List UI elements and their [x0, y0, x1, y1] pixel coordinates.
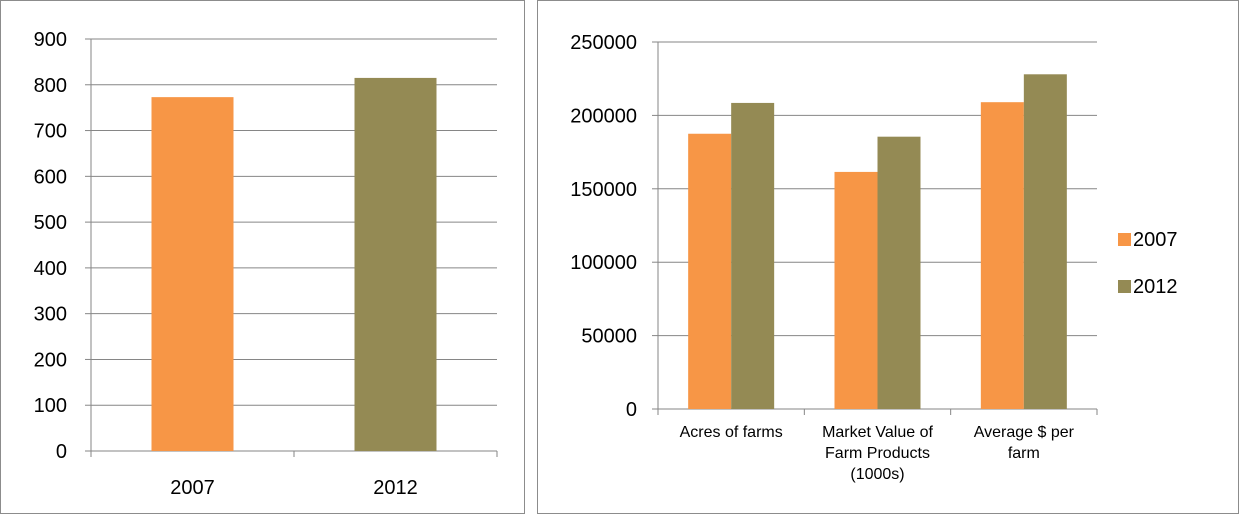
- bar-2007-1: [834, 171, 878, 409]
- legend-label-2012: 2012: [1133, 276, 1178, 298]
- x-tick-label: 2007: [170, 477, 215, 499]
- bar-2012-0: [731, 102, 775, 409]
- x-tick-label: Farm Products: [825, 445, 930, 462]
- right-bar-chart: 0 50000 100000 150000 200000 250000 Acres of f…: [570, 32, 1178, 483]
- legend-swatch-2012: [1118, 280, 1131, 293]
- right-chart-panel: 0 50000 100000 150000 200000 250000 Acres of f…: [537, 0, 1239, 514]
- y-tick-label: 0: [626, 399, 637, 421]
- left-chart-panel: 0 100 200 300 400 500 600 700 800 900 2007 2012: [0, 0, 525, 514]
- y-tick-label: 600: [34, 166, 67, 188]
- y-tick-label: 50000: [581, 326, 637, 348]
- x-tick-label: Average $ per: [974, 424, 1075, 441]
- y-tick-label: 400: [34, 258, 67, 280]
- y-tick-label: 100000: [570, 252, 637, 274]
- y-tick-label: 200: [34, 349, 67, 371]
- y-tick-label: 500: [34, 212, 67, 234]
- x-tick-label: (1000s): [850, 466, 904, 483]
- y-tick-label: 200000: [570, 105, 637, 127]
- y-tick-label: 100: [34, 395, 67, 417]
- y-tick-label: 250000: [570, 32, 637, 54]
- bar-2012-1: [877, 136, 921, 409]
- bar-2007-0: [688, 133, 732, 409]
- legend-label-2007: 2007: [1133, 229, 1178, 251]
- left-bar-chart: 0 100 200 300 400 500 600 700 800 900 2007 2012: [34, 29, 498, 499]
- y-tick-label: 800: [34, 75, 67, 97]
- bar-2012: [354, 77, 437, 452]
- x-tick-label: Market Value of: [822, 424, 933, 441]
- x-tick-label: 2012: [373, 477, 418, 499]
- bar-2007-2: [980, 102, 1024, 410]
- bar-2007: [151, 97, 234, 451]
- y-tick-label: 900: [34, 29, 67, 51]
- x-tick-label: Acres of farms: [680, 424, 783, 441]
- y-tick-label: 700: [34, 121, 67, 143]
- y-tick-label: 0: [56, 441, 67, 463]
- y-tick-label: 300: [34, 304, 67, 326]
- legend-swatch-2007: [1118, 233, 1131, 246]
- bar-2012-2: [1023, 74, 1067, 410]
- y-tick-label: 150000: [570, 179, 637, 201]
- x-tick-label: farm: [1008, 445, 1040, 462]
